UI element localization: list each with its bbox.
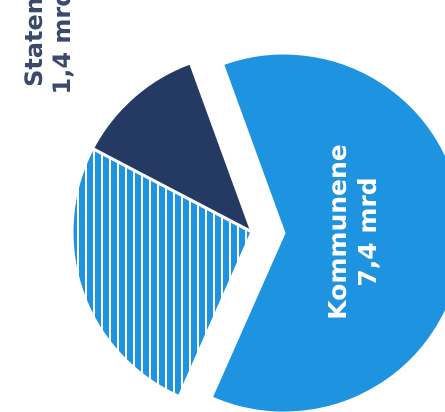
pie-slice-staten [90,60,255,236]
pie-slice-ukjent [70,146,254,399]
slice-label-staten: Staten [20,0,48,87]
slice-value-kommunene: 7,4 mrd [353,177,382,286]
pie-slice-kommunene [209,51,445,412]
slice-value-staten: 1,4 mrd [48,0,76,94]
slice-label-kommunene: Kommunene [323,144,352,320]
